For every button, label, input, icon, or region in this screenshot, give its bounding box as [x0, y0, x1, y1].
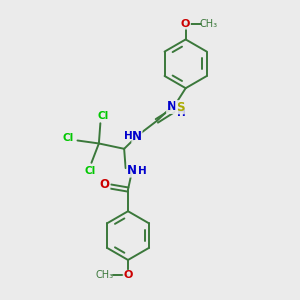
Text: Cl: Cl: [84, 166, 96, 176]
Text: N: N: [167, 100, 177, 113]
Text: H: H: [124, 131, 132, 141]
Text: Cl: Cl: [97, 110, 108, 121]
Text: O: O: [123, 270, 133, 280]
Text: Cl: Cl: [63, 133, 74, 143]
Text: N: N: [132, 130, 142, 143]
Text: O: O: [181, 19, 190, 29]
Text: S: S: [176, 101, 184, 114]
Text: H: H: [138, 166, 146, 176]
Text: N: N: [127, 164, 137, 177]
Text: CH₃: CH₃: [200, 19, 218, 29]
Text: H: H: [177, 108, 186, 118]
Text: O: O: [100, 178, 110, 191]
Text: CH₃: CH₃: [96, 270, 114, 280]
